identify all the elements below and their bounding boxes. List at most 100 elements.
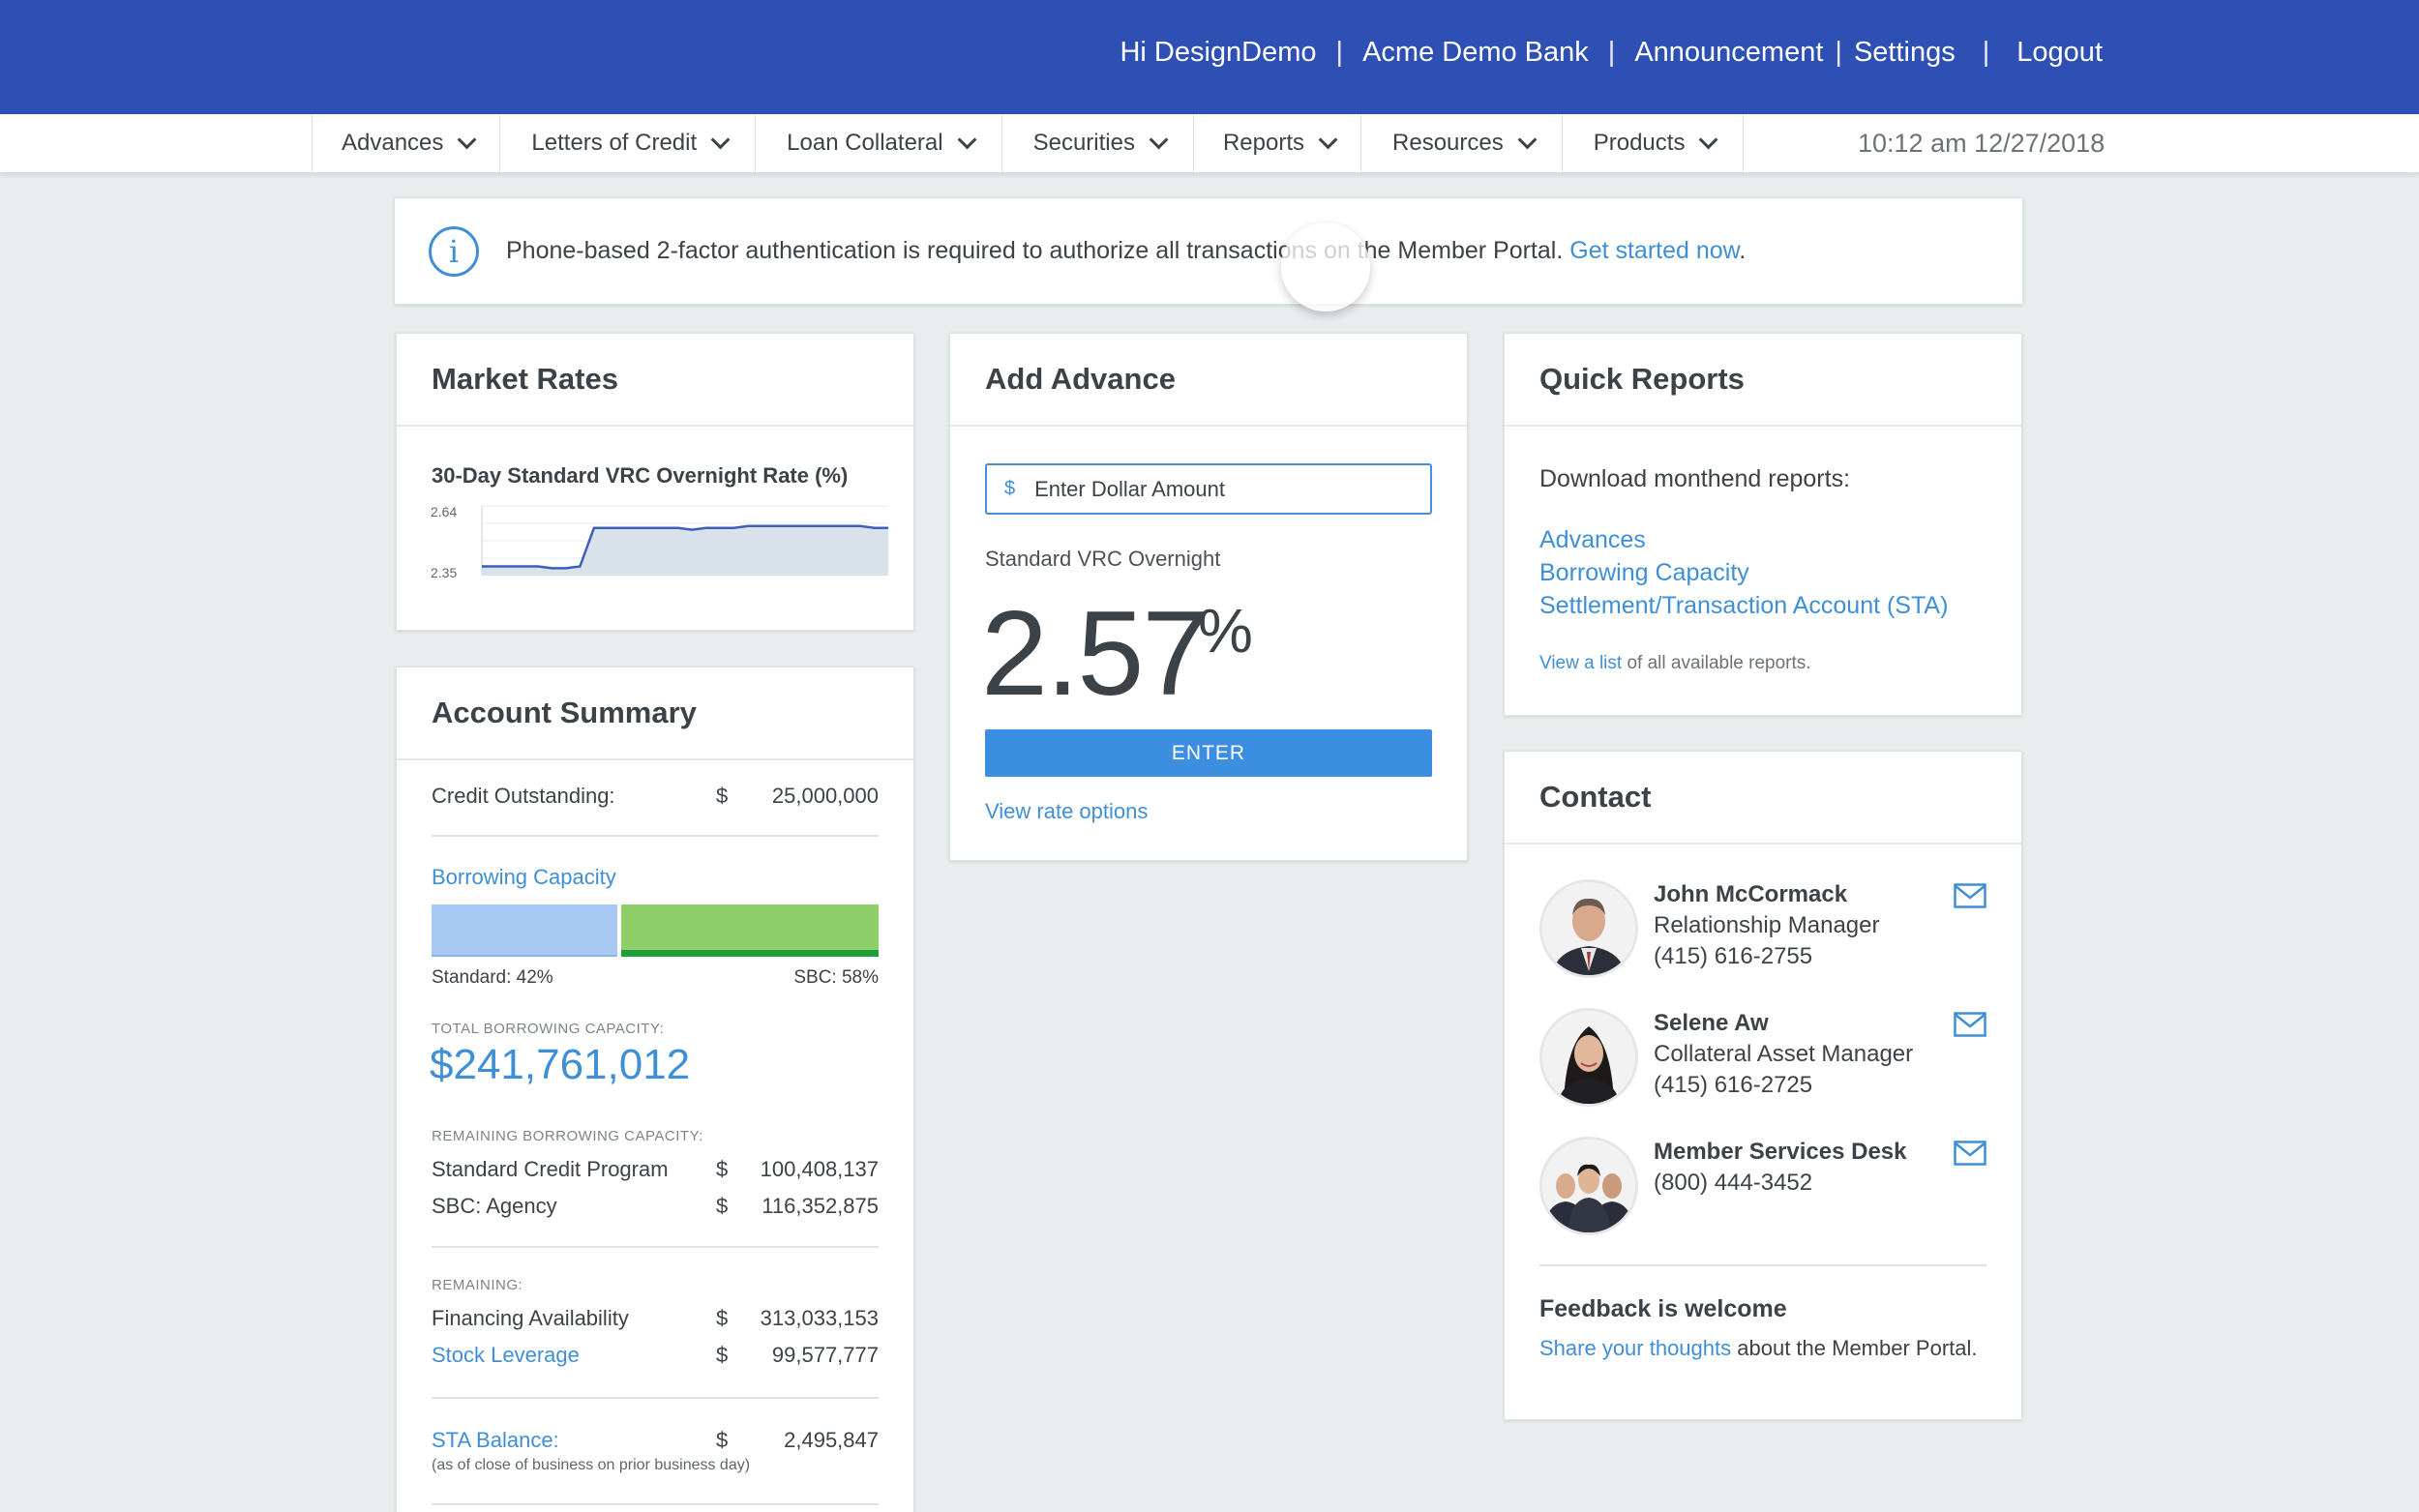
currency: $	[716, 1157, 729, 1181]
contact-info: John McCormack Relationship Manager (415…	[1654, 879, 1879, 972]
menu-letters-of-credit[interactable]: Letters of Credit	[499, 114, 755, 172]
menu-products[interactable]: Products	[1561, 114, 1745, 172]
main-nav: Advances Letters of Credit Loan Collater…	[0, 114, 2419, 174]
bar-standard-segment	[432, 904, 617, 957]
avatar	[1539, 1008, 1638, 1107]
report-link-sta[interactable]: Settlement/Transaction Account (STA)	[1539, 592, 1949, 619]
sta-balance-row: STA Balance: $ 2,495,847	[432, 1428, 879, 1453]
contact-person: Member Services Desk (800) 444-3452	[1539, 1137, 1986, 1243]
dollar-icon: $	[1004, 478, 1016, 499]
bar-labels: Standard: 42% SBC: 58%	[432, 967, 879, 989]
row-value: 313,033,153	[760, 1306, 879, 1330]
menu-advances[interactable]: Advances	[312, 114, 499, 172]
chevron-down-icon	[458, 130, 477, 150]
share-thoughts-link[interactable]: Share your thoughts	[1539, 1336, 1732, 1360]
currency: $	[716, 784, 729, 808]
menu-label: Reports	[1222, 130, 1305, 156]
contact-card: Contact John McCormack Relationship Mana…	[1504, 751, 2022, 1420]
borrowing-capacity-link[interactable]: Borrowing Capacity	[432, 865, 616, 889]
remaining-caption: REMAINING:	[432, 1277, 523, 1293]
chevron-down-icon	[957, 130, 977, 150]
report-link-advances[interactable]: Advances	[1539, 526, 1646, 553]
logout-link[interactable]: Logout	[2016, 37, 2103, 68]
menu-label: Products	[1593, 130, 1686, 156]
settings-link[interactable]: Settings	[1853, 37, 1956, 68]
separator: |	[1607, 37, 1616, 68]
rate-value: 2.57	[981, 587, 1209, 721]
feedback-rest: about the Member Portal.	[1731, 1336, 1978, 1360]
auth-notice: i Phone-based 2-factor authentication is…	[394, 197, 2023, 305]
card-title: Add Advance	[950, 334, 1467, 427]
report-links: Advances Borrowing Capacity Settlement/T…	[1539, 523, 1948, 622]
card-title: Quick Reports	[1505, 334, 2021, 427]
menu-resources[interactable]: Resources	[1360, 114, 1562, 172]
menu-reports[interactable]: Reports	[1192, 114, 1360, 172]
menu-bar: Advances Letters of Credit Loan Collater…	[312, 114, 1745, 172]
announcement-link[interactable]: Announcement	[1634, 37, 1824, 68]
credit-outstanding-row: Credit Outstanding: $ 25,000,000	[432, 784, 879, 809]
card-title: Market Rates	[397, 334, 913, 427]
contact-info: Member Services Desk (800) 444-3452	[1654, 1137, 1907, 1199]
mail-icon[interactable]	[1954, 1141, 1986, 1166]
report-link-borrowing-capacity[interactable]: Borrowing Capacity	[1539, 559, 1749, 586]
dollar-amount-input[interactable]	[1034, 476, 1403, 502]
view-rate-options-link[interactable]: View rate options	[985, 799, 1149, 823]
notice-end: .	[1739, 237, 1747, 264]
currency: $	[716, 1343, 729, 1367]
quick-reports-card: Quick Reports Download monthend reports:…	[1504, 333, 2022, 716]
account-summary-card: Account Summary Credit Outstanding: $ 25…	[396, 667, 914, 1512]
total-capacity-value: $241,761,012	[430, 1041, 691, 1088]
stock-leverage-link[interactable]: Stock Leverage	[432, 1343, 580, 1367]
row-value: 25,000,000	[771, 784, 879, 808]
view-list-link[interactable]: View a list	[1539, 653, 1623, 673]
divider	[1539, 1264, 1986, 1266]
top-bar: Hi DesignDemo | Acme Demo Bank | Announc…	[0, 0, 2419, 114]
currency: $	[716, 1306, 729, 1330]
contact-person: John McCormack Relationship Manager (415…	[1539, 879, 1986, 986]
currency: $	[716, 1194, 729, 1218]
add-advance-card: Add Advance $ Standard VRC Overnight 2.5…	[949, 333, 1468, 861]
rate-area	[482, 525, 888, 576]
person-photo-icon	[1542, 882, 1635, 975]
mail-icon[interactable]	[1954, 1012, 1986, 1037]
row-label: SBC: Agency	[432, 1194, 557, 1218]
user-nav: Hi DesignDemo | Acme Demo Bank | Announc…	[1120, 37, 2103, 69]
rate-chart: 2.64 2.35	[431, 504, 888, 578]
menu-label: Loan Collateral	[787, 130, 943, 156]
feedback-title: Feedback is welcome	[1539, 1295, 1787, 1322]
contact-role: Collateral Asset Manager	[1654, 1041, 1914, 1067]
sbc-label: SBC: 58%	[793, 967, 879, 988]
menu-label: Letters of Credit	[531, 130, 698, 156]
total-capacity-caption: TOTAL BORROWING CAPACITY:	[432, 1021, 665, 1037]
stock-leverage-row: Stock Leverage $ 99,577,777	[432, 1343, 879, 1368]
currency: $	[716, 1428, 729, 1452]
menu-label: Resources	[1392, 130, 1504, 156]
contact-name: Member Services Desk	[1654, 1139, 1907, 1165]
dollar-amount-field[interactable]: $	[985, 463, 1432, 515]
borrowing-capacity-bar	[432, 904, 879, 957]
row-value: 2,495,847	[784, 1428, 879, 1452]
chart-title: 30-Day Standard VRC Overnight Rate (%)	[432, 463, 849, 488]
menu-securities[interactable]: Securities	[1000, 114, 1193, 172]
divider	[432, 1246, 879, 1248]
contact-phone: (415) 616-2755	[1654, 943, 1813, 969]
divider	[432, 1397, 879, 1399]
bank-link[interactable]: Acme Demo Bank	[1362, 37, 1589, 68]
sbc-agency-row: SBC: Agency $ 116,352,875	[432, 1194, 879, 1219]
separator: |	[1982, 37, 1990, 68]
standard-label: Standard: 42%	[432, 967, 553, 988]
mail-icon[interactable]	[1954, 883, 1986, 908]
row-value: 100,408,137	[760, 1157, 879, 1181]
separator: |	[1835, 37, 1842, 68]
feedback-text: Share your thoughts about the Member Por…	[1539, 1336, 1978, 1361]
get-started-link[interactable]: Get started now	[1569, 237, 1740, 264]
chevron-down-icon	[710, 130, 731, 150]
enter-button[interactable]: ENTER	[985, 729, 1432, 777]
standard-credit-row: Standard Credit Program $ 100,408,137	[432, 1157, 879, 1182]
sta-balance-link[interactable]: STA Balance:	[432, 1428, 559, 1452]
contact-info: Selene Aw Collateral Asset Manager (415)…	[1654, 1008, 1913, 1101]
chevron-down-icon	[1318, 130, 1338, 150]
contact-person: Selene Aw Collateral Asset Manager (415)…	[1539, 1008, 1986, 1114]
greeting-link[interactable]: Hi DesignDemo	[1120, 37, 1317, 68]
menu-loan-collateral[interactable]: Loan Collateral	[755, 114, 1000, 172]
